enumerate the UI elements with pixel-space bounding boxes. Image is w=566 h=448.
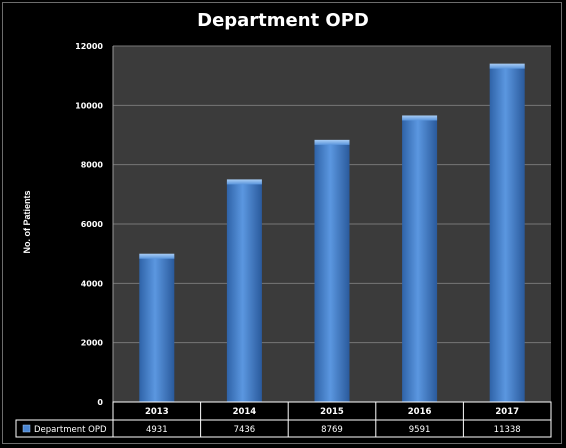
bar-top-2013 xyxy=(139,253,175,259)
bar-2016 xyxy=(402,117,438,402)
bar-2017 xyxy=(489,65,525,402)
y-tick-label: 10000 xyxy=(75,101,103,110)
x-tick-label: 2013 xyxy=(145,407,169,417)
bar-top-2017 xyxy=(489,63,525,69)
data-table-value: 11338 xyxy=(494,425,521,435)
bar-top-2016 xyxy=(402,115,438,121)
legend-label: Department OPD xyxy=(34,425,107,435)
data-table-value: 7436 xyxy=(234,425,256,435)
data-table-value: 9591 xyxy=(409,425,431,435)
y-tick-label: 6000 xyxy=(81,220,104,229)
x-tick-label: 2016 xyxy=(408,407,432,417)
bar-2013 xyxy=(139,255,175,402)
y-tick-label: 8000 xyxy=(81,161,104,170)
x-tick-label: 2015 xyxy=(320,407,344,417)
y-tick-label: 12000 xyxy=(75,42,103,51)
y-tick-label: 2000 xyxy=(81,339,104,348)
x-tick-label: 2014 xyxy=(233,407,257,417)
data-table-value: 8769 xyxy=(321,425,343,435)
data-table-value: 4931 xyxy=(146,425,168,435)
chart-title: Department OPD xyxy=(197,10,369,31)
bar-top-2015 xyxy=(314,139,350,145)
bar-2015 xyxy=(314,141,350,402)
x-tick-label: 2017 xyxy=(495,407,519,417)
y-tick-label: 0 xyxy=(97,398,103,407)
chart-frame xyxy=(2,2,562,444)
bar-top-2014 xyxy=(226,179,262,185)
legend-swatch xyxy=(22,424,31,433)
bar-2014 xyxy=(226,181,262,402)
y-tick-label: 4000 xyxy=(81,279,104,288)
